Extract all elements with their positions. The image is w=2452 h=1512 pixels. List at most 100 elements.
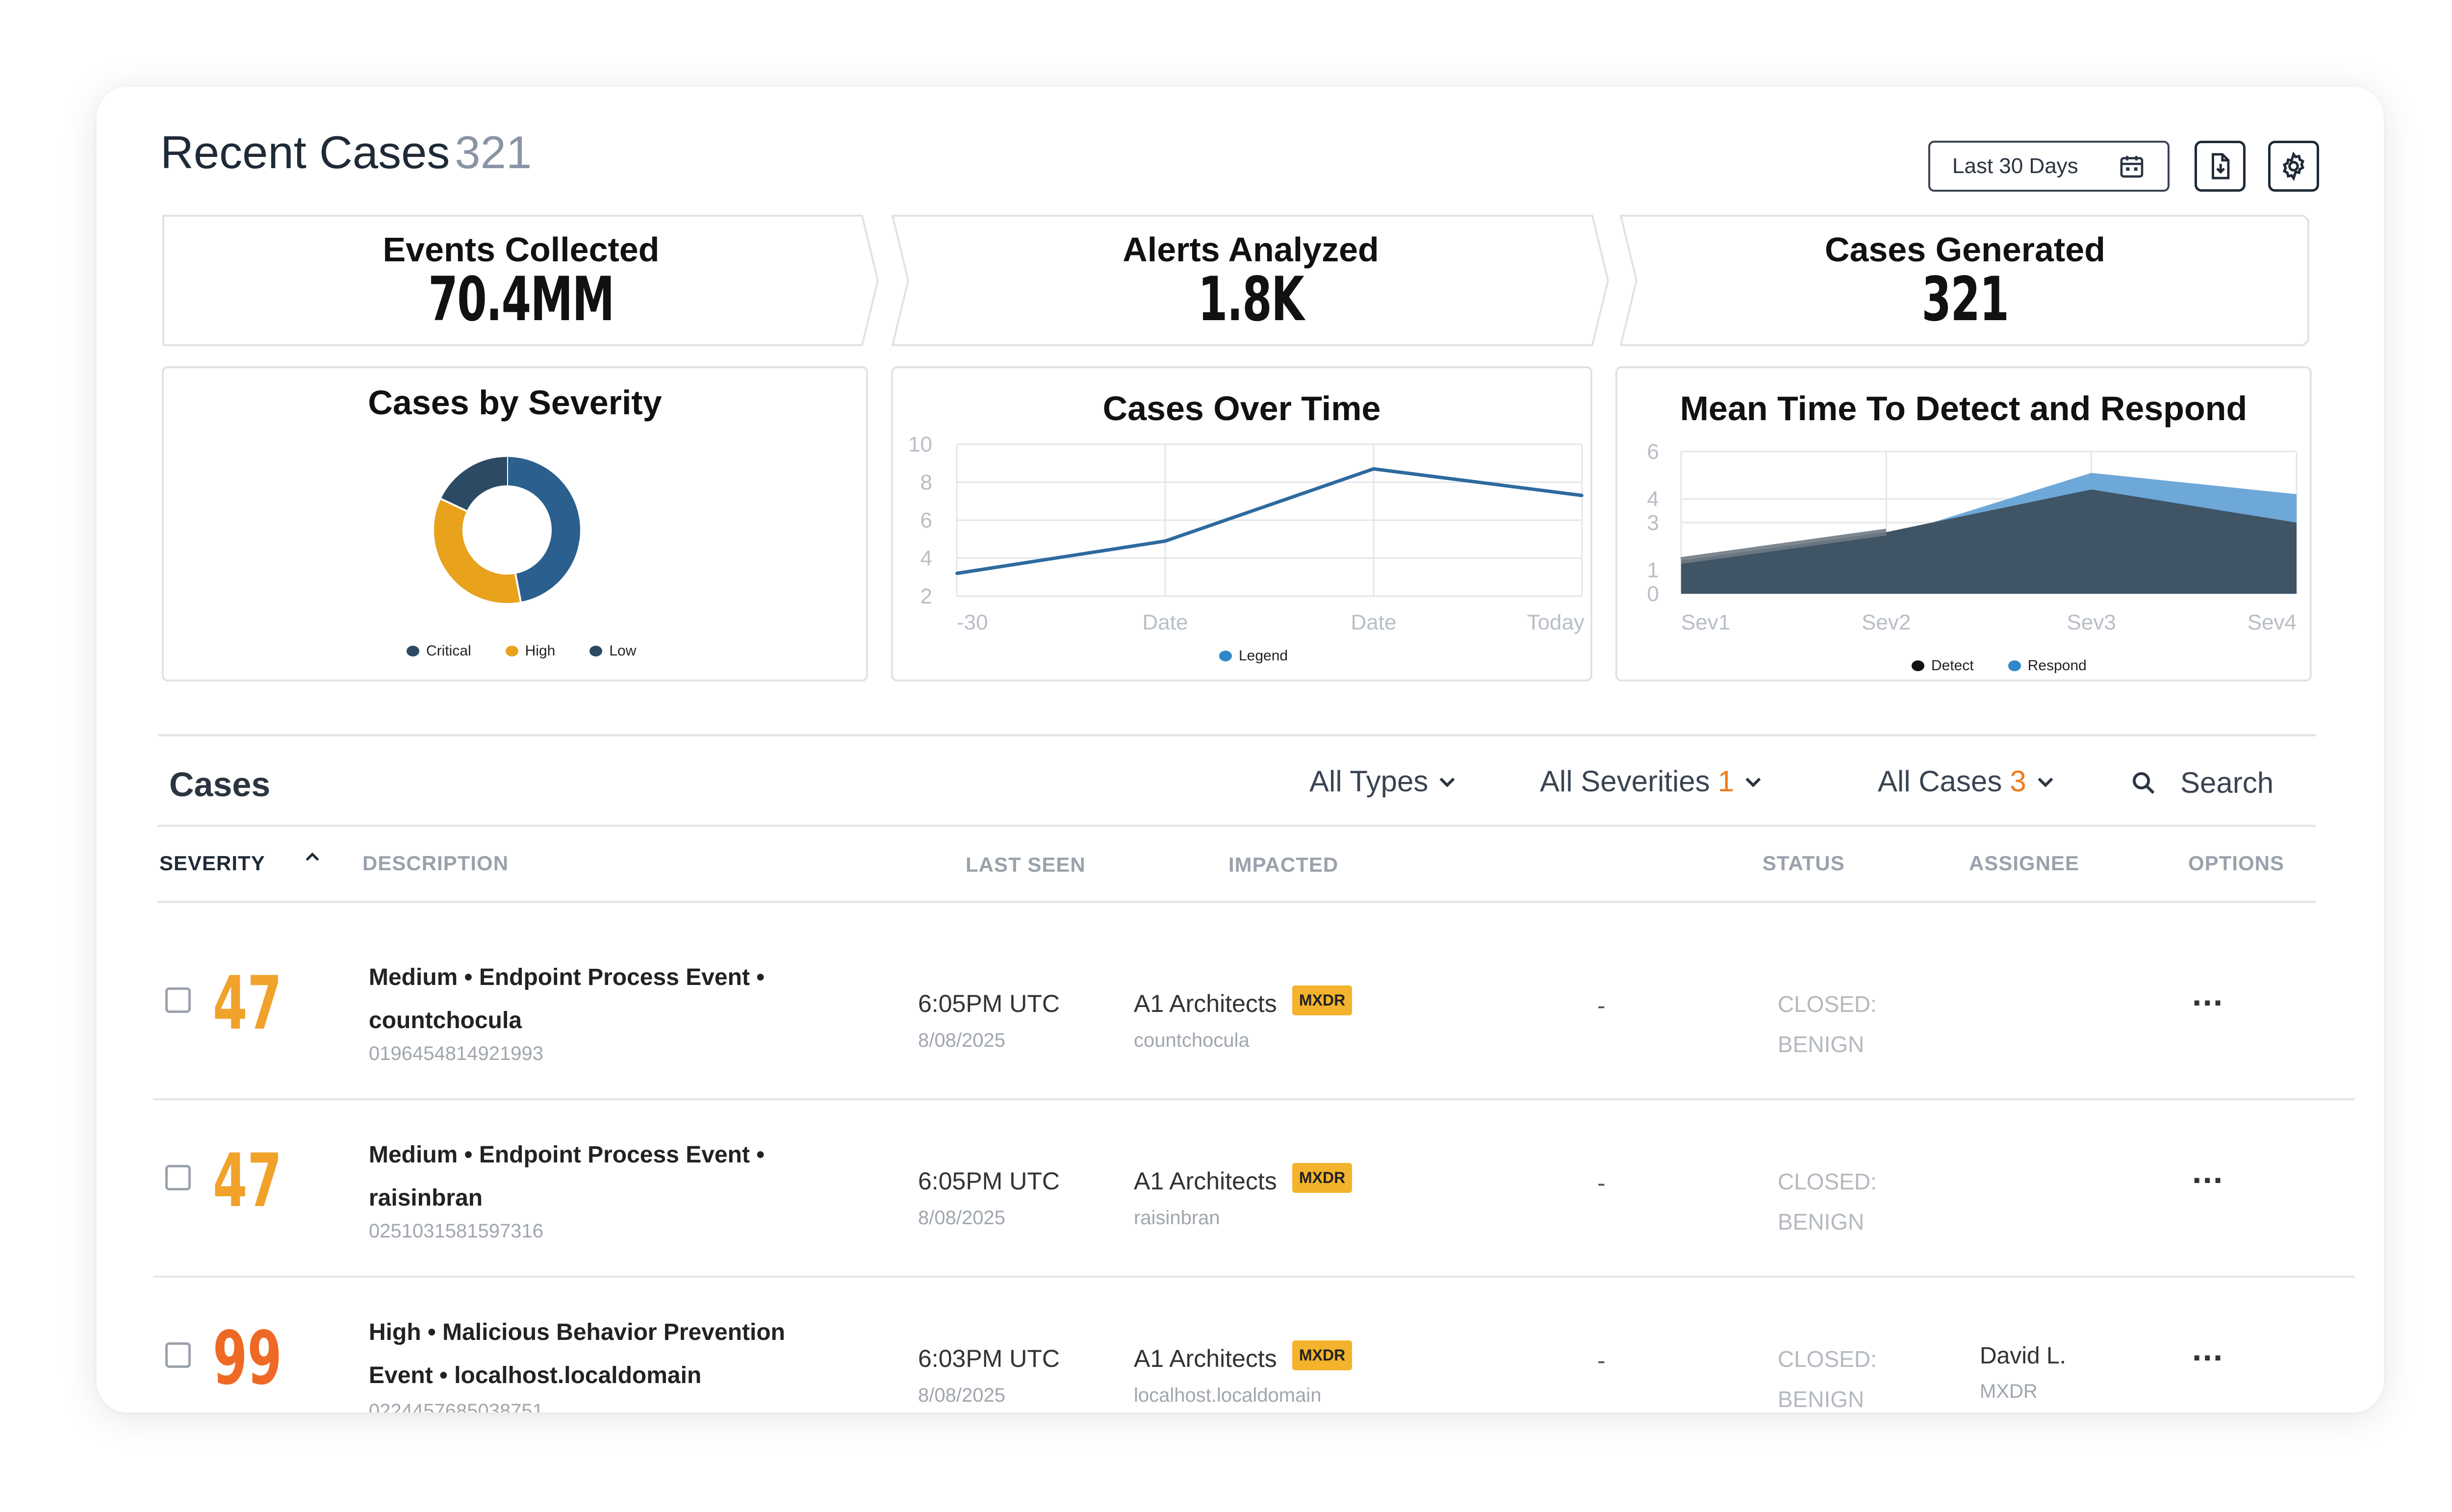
impacted-org: A1 Architects <box>1134 1167 1277 1195</box>
stat-frame <box>891 215 1609 346</box>
stat-label: Alerts Analyzed <box>1123 230 1379 269</box>
data-point <box>1372 467 1375 471</box>
status-line: BENIGN <box>1778 1386 1865 1412</box>
options-menu-button[interactable]: ... <box>2192 1152 2224 1190</box>
legend-item-low: Low <box>589 643 636 659</box>
legend-item-series: Legend <box>1219 648 1288 664</box>
y-tick-label: 4 <box>920 547 932 571</box>
data-point <box>1164 539 1167 543</box>
y-tick-label: 3 <box>1647 511 1659 535</box>
date-range-picker[interactable]: Last 30 Days <box>1928 141 2170 192</box>
status-line: CLOSED: <box>1778 1169 1877 1194</box>
case-description[interactable]: Medium • Endpoint Process Event • raisin… <box>369 1142 765 1211</box>
assignee-team: MXDR <box>1980 1381 2038 1402</box>
settings-button[interactable] <box>2268 141 2319 192</box>
legend-item-respond: Respond <box>2008 657 2087 674</box>
column-header-description[interactable]: DESCRIPTION <box>362 852 509 875</box>
x-tick-label: Date <box>1143 610 1188 634</box>
case-id: 0224457685038751 <box>369 1400 543 1412</box>
last-seen-date: 8/08/2025 <box>918 1385 1005 1406</box>
case-status: CLOSED: BENIGN <box>1778 984 1877 1064</box>
chevron-down-icon <box>2038 777 2053 787</box>
table-row[interactable]: 47 Medium • Endpoint Process Event • rai… <box>153 1100 2355 1278</box>
x-tick-label: Today <box>1527 610 1584 634</box>
empty-value: - <box>1597 992 1606 1019</box>
impacted-host: raisinbran <box>1134 1207 1220 1229</box>
header-bottom-divider <box>158 901 2316 903</box>
last-seen-date: 8/08/2025 <box>918 1030 1005 1051</box>
file-download-icon <box>2212 153 2230 179</box>
column-header-last-seen[interactable]: LAST SEEN <box>966 853 1086 876</box>
legend-item-high: High <box>505 643 556 659</box>
severity-score: 47 <box>213 1138 282 1224</box>
area-detect <box>1681 489 2297 594</box>
date-range-label: Last 30 Days <box>1952 154 2078 178</box>
options-menu-button[interactable]: ... <box>2192 975 2224 1013</box>
filter-label: All Severities <box>1540 765 1710 798</box>
empty-value: - <box>1597 1347 1606 1374</box>
last-seen-time: 6:03PM UTC <box>918 1345 1060 1372</box>
case-id: 0196454814921993 <box>369 1043 543 1064</box>
legend-label: High <box>525 643 556 659</box>
chevron-down-icon <box>1745 777 1761 787</box>
legend-swatch <box>1219 651 1232 661</box>
filter-all-severities[interactable]: All Severities 1 <box>1540 764 1764 798</box>
status-line: BENIGN <box>1778 1032 1865 1057</box>
impacted-host: countchocula <box>1134 1030 1250 1051</box>
service-tag: MXDR <box>1292 1340 1353 1370</box>
stat-events-collected: Events Collected 70.4MM <box>162 214 880 347</box>
stat-frame <box>162 215 879 346</box>
legend-label: Respond <box>2027 657 2087 674</box>
row-checkbox[interactable] <box>165 1342 191 1368</box>
table-row[interactable]: 99 High • Malicious Behavior Prevention … <box>153 1278 2355 1412</box>
column-header-options[interactable]: OPTIONS <box>2188 852 2285 875</box>
legend-item-detect: Detect <box>1912 657 1974 674</box>
y-tick-label: 1 <box>1647 558 1659 582</box>
panel-title: Cases by Severity <box>368 383 662 422</box>
calendar-icon <box>2120 156 2144 178</box>
y-tick-label: 6 <box>920 508 932 532</box>
data-point <box>955 572 958 575</box>
title-text: Recent Cases <box>160 126 450 178</box>
search-button[interactable]: Search <box>2130 766 2273 800</box>
options-menu-button[interactable]: ... <box>2192 1330 2224 1368</box>
stat-alerts-analyzed: Alerts Analyzed 1.8K <box>891 214 1610 347</box>
legend-swatch <box>407 646 419 656</box>
case-status: CLOSED: BENIGN <box>1778 1161 1877 1242</box>
donut-separator <box>440 498 467 512</box>
column-header-severity[interactable]: SEVERITY <box>159 852 265 875</box>
donut-slice-high <box>434 499 521 603</box>
donut-slice-critical <box>507 457 580 602</box>
x-tick-label: Date <box>1351 610 1397 634</box>
search-label: Search <box>2180 766 2274 799</box>
severity-score: 47 <box>213 961 282 1046</box>
y-tick-label: 10 <box>908 432 932 456</box>
row-checkbox[interactable] <box>165 987 191 1013</box>
case-description[interactable]: High • Malicious Behavior Prevention Eve… <box>369 1319 785 1388</box>
donut-separator <box>514 574 522 602</box>
row-checkbox[interactable] <box>165 1165 191 1190</box>
detect-edge <box>1681 529 1887 564</box>
table-row[interactable]: 47 Medium • Endpoint Process Event • cou… <box>153 923 2355 1100</box>
legend-label: Legend <box>1239 648 1288 664</box>
last-seen-date: 8/08/2025 <box>918 1207 1005 1229</box>
severity-legend: Critical High Low <box>407 643 636 659</box>
column-header-assignee[interactable]: ASSIGNEE <box>1969 852 2080 875</box>
service-tag: MXDR <box>1292 985 1353 1015</box>
service-tag: MXDR <box>1292 1163 1353 1193</box>
y-tick-label: 2 <box>920 584 932 608</box>
line-legend: Legend <box>1219 648 1288 664</box>
filter-all-cases[interactable]: All Cases 3 <box>1878 764 2057 798</box>
column-header-status[interactable]: STATUS <box>1762 852 1845 875</box>
column-header-impacted[interactable]: IMPACTED <box>1228 853 1339 876</box>
x-tick-label: -30 <box>957 610 988 634</box>
stat-label: Cases Generated <box>1825 230 2105 269</box>
filter-all-types[interactable]: All Types <box>1309 764 1458 798</box>
case-description[interactable]: Medium • Endpoint Process Event • countc… <box>369 964 765 1033</box>
chevron-up-icon[interactable] <box>303 848 322 867</box>
panel-title: Cases Over Time <box>1102 389 1381 428</box>
stat-cases-generated: Cases Generated 321 <box>1619 214 2311 347</box>
panel-cases-over-time: Cases Over Time 10 8 6 4 2 -30 Date Date Today L… <box>891 366 1592 681</box>
assignee-name[interactable]: David L. <box>1980 1343 2067 1369</box>
download-button[interactable] <box>2195 141 2246 192</box>
